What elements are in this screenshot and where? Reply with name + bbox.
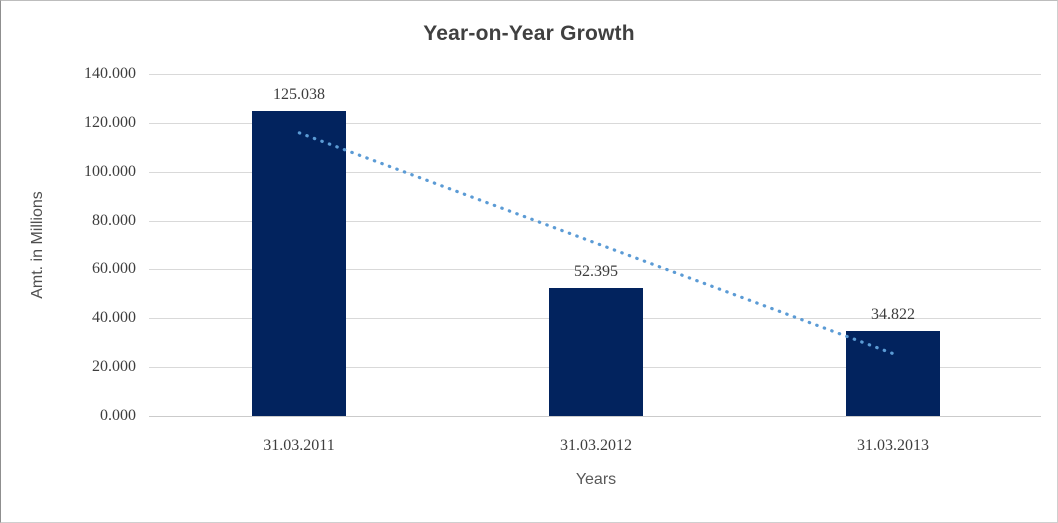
y-tick-label: 20.000 — [92, 358, 136, 375]
y-tick-label: 100.000 — [84, 163, 136, 180]
y-tick-label: 140.000 — [84, 65, 136, 82]
bar-value-label: 34.822 — [871, 306, 915, 323]
y-tick-label: 60.000 — [92, 260, 136, 277]
y-tick-label: 40.000 — [92, 309, 136, 326]
gridline — [149, 416, 1041, 417]
chart-title: Year-on-Year Growth — [423, 22, 635, 45]
x-axis-title: Years — [575, 471, 617, 488]
gridline — [149, 123, 1041, 124]
bar-31.03.2012 — [549, 288, 643, 416]
y-tick-label: 120.000 — [84, 114, 136, 131]
bar-value-label: 125.038 — [273, 86, 325, 103]
bar-31.03.2013 — [846, 331, 940, 416]
y-axis-title-text: Amt. in Millions — [29, 191, 46, 299]
y-tick-label: 0.000 — [100, 407, 136, 424]
bar-31.03.2011 — [252, 111, 346, 416]
y-tick-label: 80.000 — [92, 212, 136, 229]
bar-value-label: 52.395 — [574, 263, 618, 280]
x-tick-label: 31.03.2012 — [560, 437, 632, 454]
x-tick-label: 31.03.2011 — [263, 437, 335, 454]
x-tick-label: 31.03.2013 — [857, 437, 929, 454]
gridline — [149, 74, 1041, 75]
